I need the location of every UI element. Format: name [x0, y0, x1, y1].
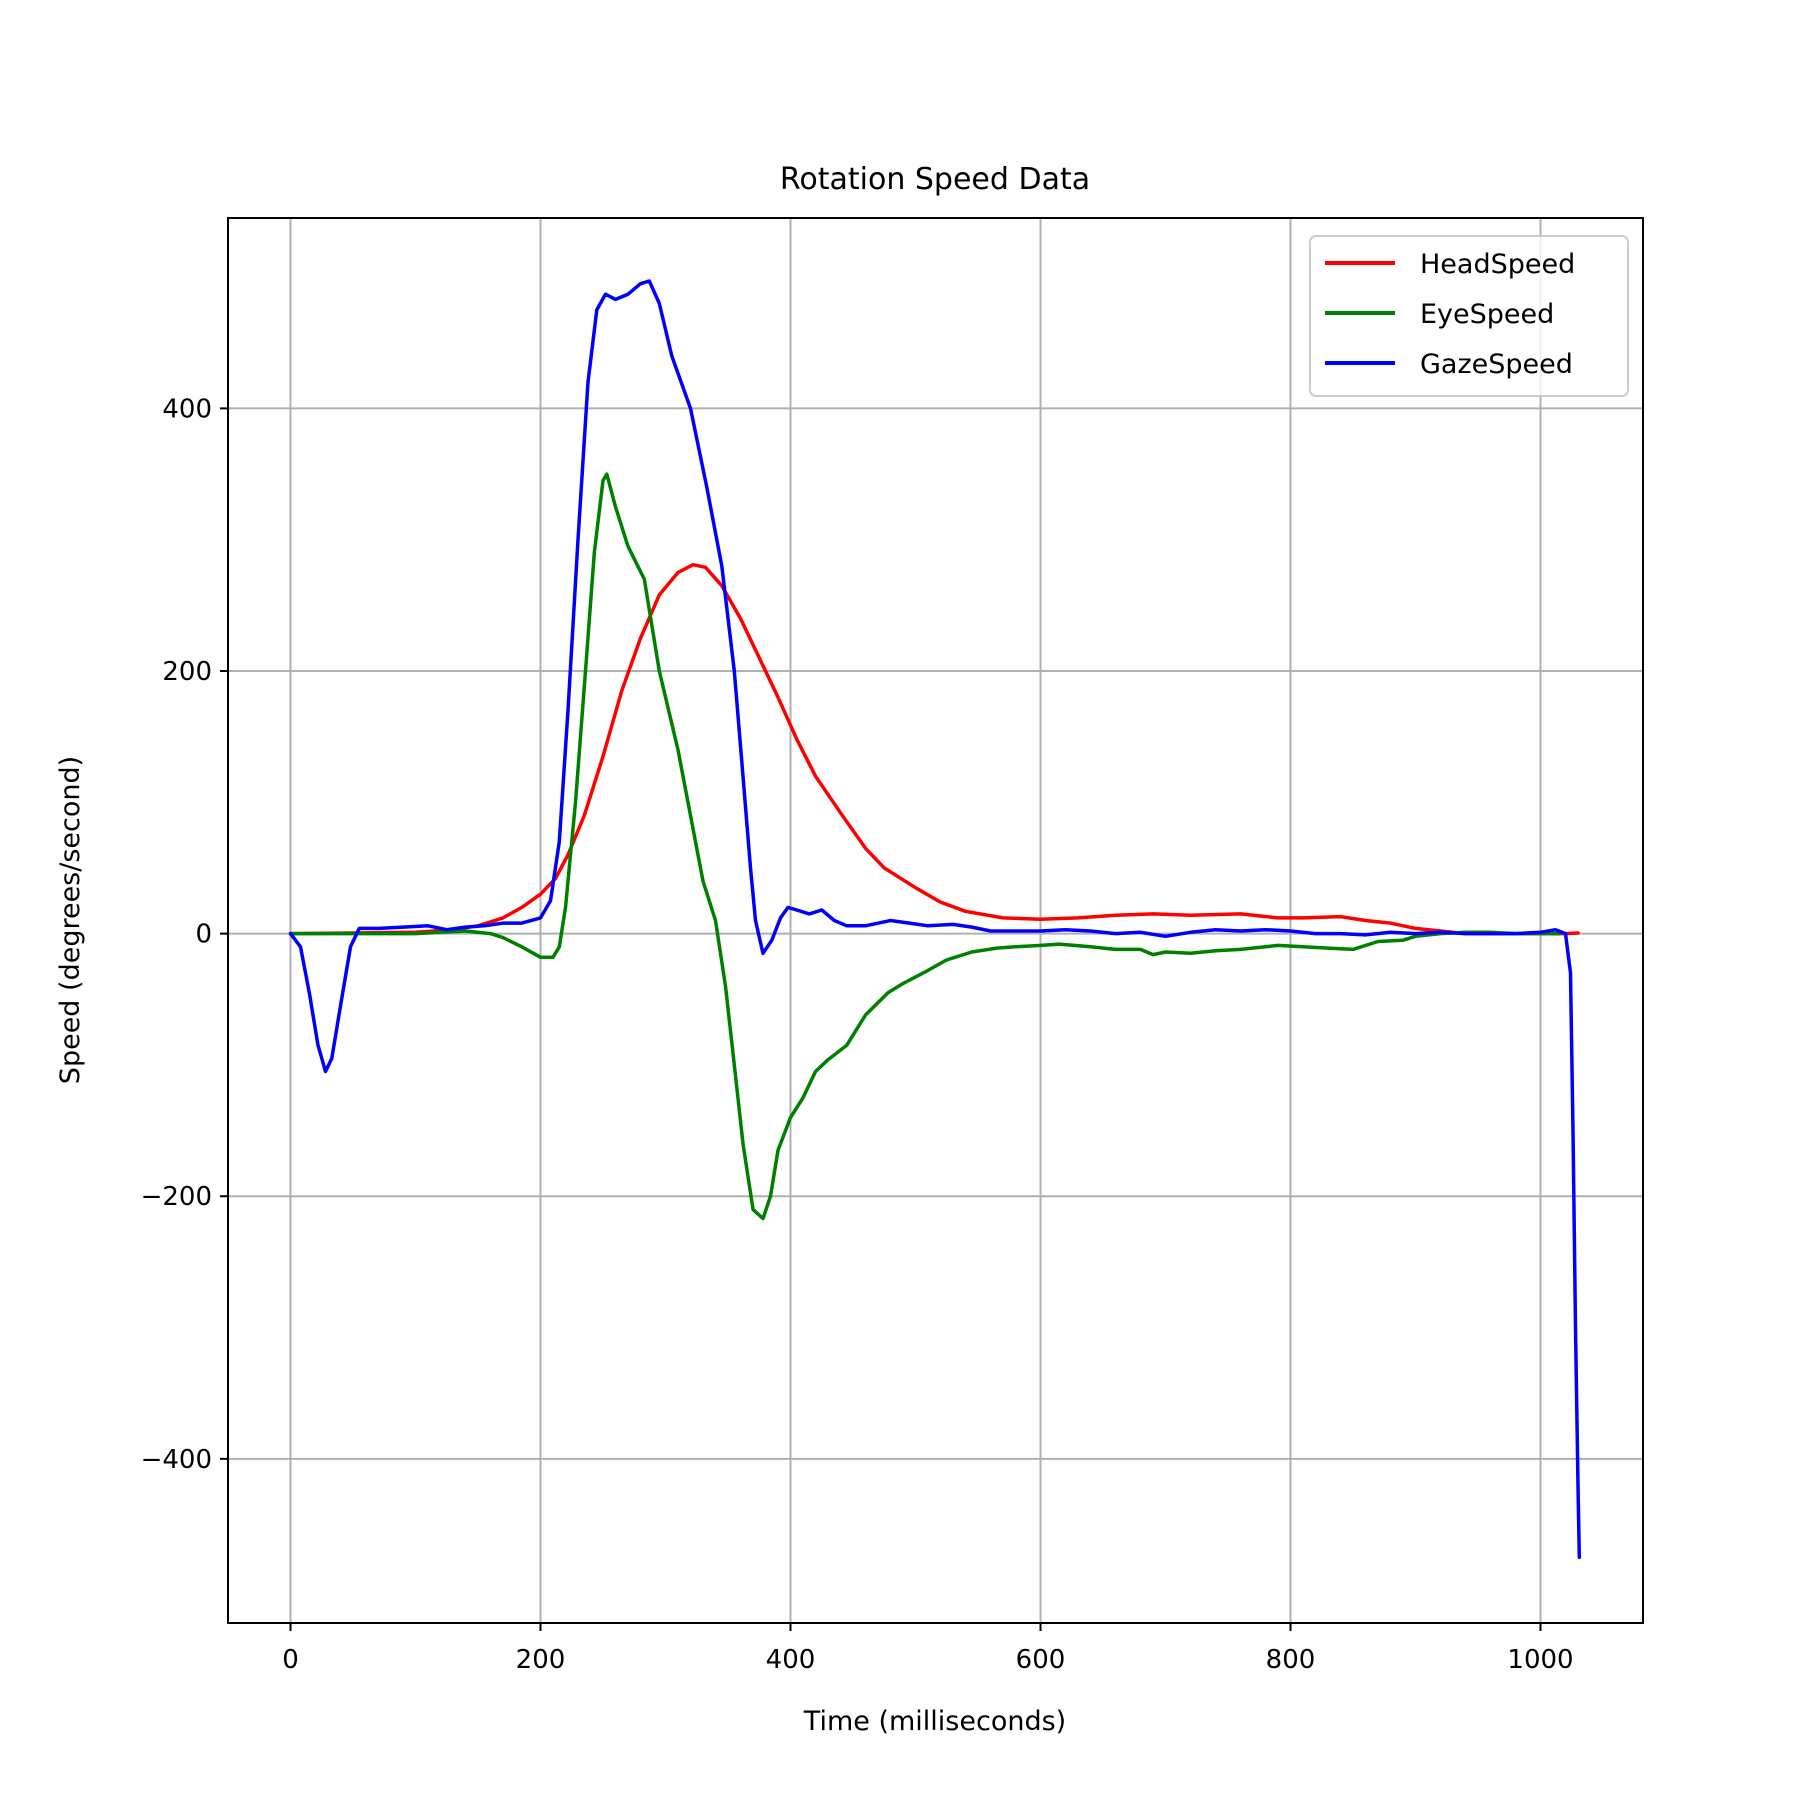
- legend-label-gazespeed: GazeSpeed: [1420, 349, 1573, 380]
- series-lines: [288, 279, 1582, 1560]
- axis-ticks: 0 200 400 600 800 1000 −400 −200 0 200 400: [141, 394, 1574, 1675]
- legend-box: [1309, 235, 1629, 397]
- y-axis-label: Speed (degrees/second): [55, 756, 86, 1084]
- plot-background: [228, 218, 1643, 1623]
- y-tick-label: 400: [162, 394, 212, 424]
- grid: [228, 218, 1643, 1623]
- x-tick-label: 800: [1266, 1645, 1316, 1675]
- x-tick-label: 200: [516, 1645, 566, 1675]
- y-tick-label: −200: [141, 1182, 212, 1212]
- series-line-eyespeed: [288, 472, 1562, 1221]
- y-tick-label: 0: [195, 920, 212, 950]
- x-tick-label: 600: [1016, 1645, 1066, 1675]
- legend: HeadSpeed EyeSpeed GazeSpeed: [1309, 235, 1629, 397]
- legend-label-headspeed: HeadSpeed: [1420, 249, 1575, 280]
- x-axis-label: Time (milliseconds): [803, 1706, 1066, 1737]
- chart-title: Rotation Speed Data: [780, 162, 1090, 197]
- plot-frame: [227, 217, 1644, 1624]
- y-tick-label: 200: [162, 657, 212, 687]
- x-tick-label: 1000: [1507, 1645, 1573, 1675]
- series-line-gazespeed: [288, 279, 1582, 1560]
- y-tick-label: −400: [141, 1445, 212, 1475]
- x-tick-label: 0: [282, 1645, 299, 1675]
- legend-label-eyespeed: EyeSpeed: [1420, 299, 1554, 330]
- x-tick-label: 400: [766, 1645, 816, 1675]
